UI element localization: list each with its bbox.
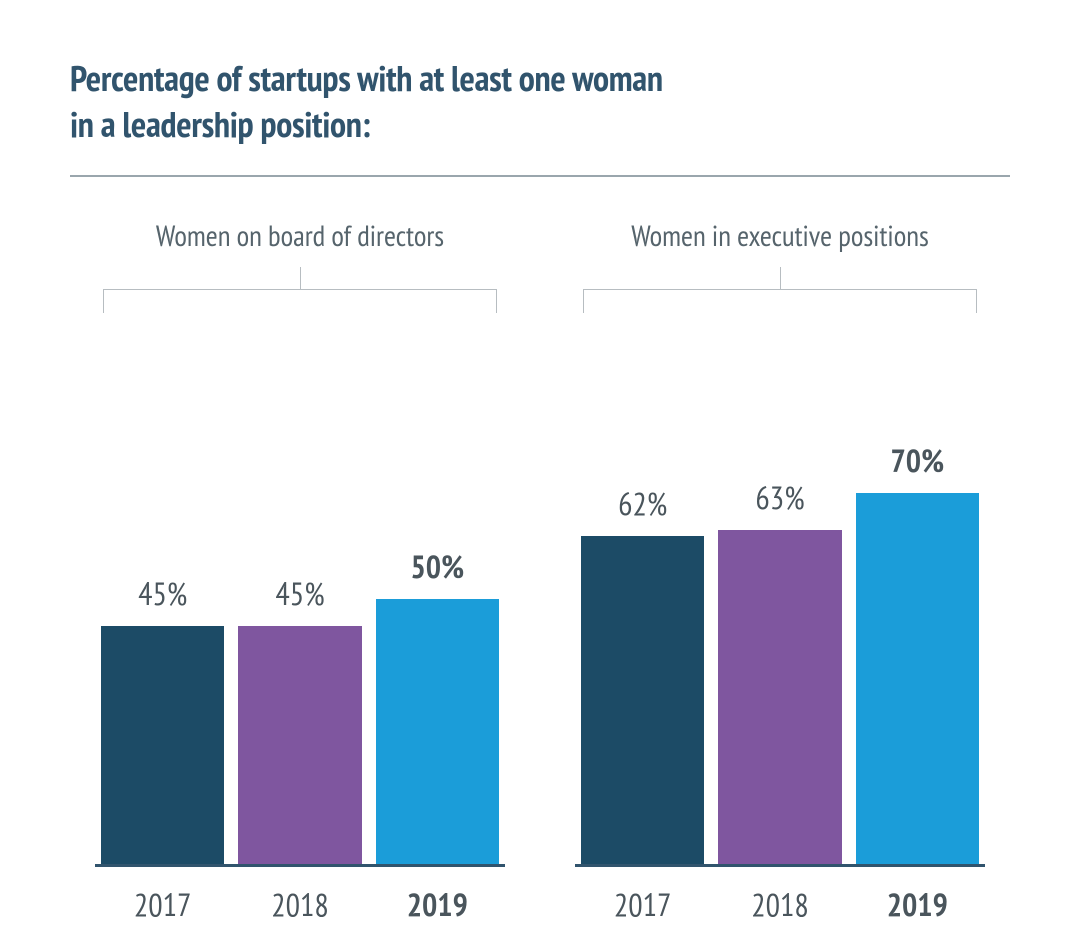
bar-2019: 70% [856, 439, 979, 864]
bars-group: 45% 45% 50% [95, 545, 505, 864]
x-label: 2019 [376, 883, 499, 925]
panel-title: Women in executive positions [575, 217, 985, 255]
bar-2017: 62% [581, 482, 704, 865]
value-label: 45% [138, 572, 187, 614]
chart-area: 62% 63% 70% [575, 337, 985, 867]
x-label: 2018 [718, 883, 841, 925]
panel-title: Women on board of directors [95, 217, 505, 255]
panel-board-of-directors: Women on board of directors 45% 45% 50% [95, 217, 505, 925]
value-label: 50% [411, 545, 465, 587]
value-label: 62% [618, 482, 667, 524]
panel-bracket [583, 267, 977, 313]
value-label: 45% [275, 572, 324, 614]
chart-panels: Women on board of directors 45% 45% 50% [70, 217, 1010, 925]
bar-rect [581, 536, 704, 865]
title-line-2: in a leadership position: [70, 101, 1010, 147]
x-axis-labels: 2017 2018 2019 [95, 883, 505, 925]
bar-2017: 45% [101, 572, 224, 865]
bars-group: 62% 63% 70% [575, 439, 985, 864]
x-axis-labels: 2017 2018 2019 [575, 883, 985, 925]
title-line-1: Percentage of startups with at least one… [70, 55, 1010, 101]
chart-title: Percentage of startups with at least one… [70, 55, 1010, 147]
bar-2018: 45% [238, 572, 361, 865]
bar-rect [376, 599, 499, 864]
panel-executive-positions: Women in executive positions 62% 63% 70% [575, 217, 985, 925]
bar-2019: 50% [376, 545, 499, 864]
value-label: 63% [755, 476, 804, 518]
bar-rect [238, 626, 361, 865]
bar-rect [718, 530, 841, 864]
x-label: 2017 [581, 883, 704, 925]
x-label: 2017 [101, 883, 224, 925]
x-label: 2019 [856, 883, 979, 925]
bar-rect [856, 493, 979, 864]
x-label: 2018 [238, 883, 361, 925]
value-label: 70% [891, 439, 945, 481]
chart-area: 45% 45% 50% [95, 337, 505, 867]
bar-2018: 63% [718, 476, 841, 864]
bar-rect [101, 626, 224, 865]
divider [70, 175, 1010, 177]
panel-bracket [103, 267, 497, 313]
